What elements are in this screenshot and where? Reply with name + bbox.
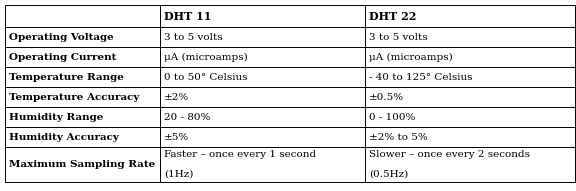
Bar (5, 87, 160, 107)
Text: 3 to 5 volts: 3 to 5 volts (369, 32, 427, 41)
Bar (365, 67, 575, 87)
Text: 20 - 80%: 20 - 80% (164, 112, 210, 121)
Text: μA (microamps): μA (microamps) (164, 53, 248, 62)
Text: Temperature Accuracy: Temperature Accuracy (9, 92, 139, 101)
Bar (160, 147, 365, 182)
Bar (5, 127, 160, 147)
Text: μA (microamps): μA (microamps) (369, 53, 453, 62)
Text: Operating Voltage: Operating Voltage (9, 32, 113, 41)
Text: - 40 to 125° Celsius: - 40 to 125° Celsius (369, 73, 472, 82)
Bar (5, 47, 160, 67)
Text: ±2% to 5%: ±2% to 5% (369, 133, 428, 142)
Text: ±5%: ±5% (164, 133, 190, 142)
Bar (5, 67, 160, 87)
Bar (5, 147, 160, 182)
Text: 0 to 50° Celsius: 0 to 50° Celsius (164, 73, 248, 82)
Bar (365, 5, 575, 27)
Bar (5, 107, 160, 127)
Text: DHT 22: DHT 22 (369, 11, 416, 22)
Text: DHT 11: DHT 11 (164, 11, 211, 22)
Bar (365, 27, 575, 47)
Text: Operating Current: Operating Current (9, 53, 116, 62)
Bar (160, 67, 365, 87)
Bar (365, 87, 575, 107)
Bar (160, 127, 365, 147)
Bar (160, 5, 365, 27)
Bar (5, 5, 160, 27)
Text: Faster – once every 1 second: Faster – once every 1 second (164, 150, 316, 159)
Bar (160, 87, 365, 107)
Text: 3 to 5 volts: 3 to 5 volts (164, 32, 223, 41)
Text: Humidity Accuracy: Humidity Accuracy (9, 133, 119, 142)
Text: Temperature Range: Temperature Range (9, 73, 124, 82)
Bar (365, 147, 575, 182)
Text: Slower – once every 2 seconds: Slower – once every 2 seconds (369, 150, 530, 159)
Bar (160, 107, 365, 127)
Text: ±2%: ±2% (164, 92, 190, 101)
Bar (5, 27, 160, 47)
Bar (365, 47, 575, 67)
Text: Humidity Range: Humidity Range (9, 112, 103, 121)
Text: 0 - 100%: 0 - 100% (369, 112, 415, 121)
Bar (365, 127, 575, 147)
Text: (1Hz): (1Hz) (164, 170, 194, 179)
Bar (160, 47, 365, 67)
Bar (160, 27, 365, 47)
Text: ±0.5%: ±0.5% (369, 92, 404, 101)
Bar (365, 107, 575, 127)
Text: (0.5Hz): (0.5Hz) (369, 170, 408, 179)
Text: Maximum Sampling Rate: Maximum Sampling Rate (9, 160, 156, 169)
